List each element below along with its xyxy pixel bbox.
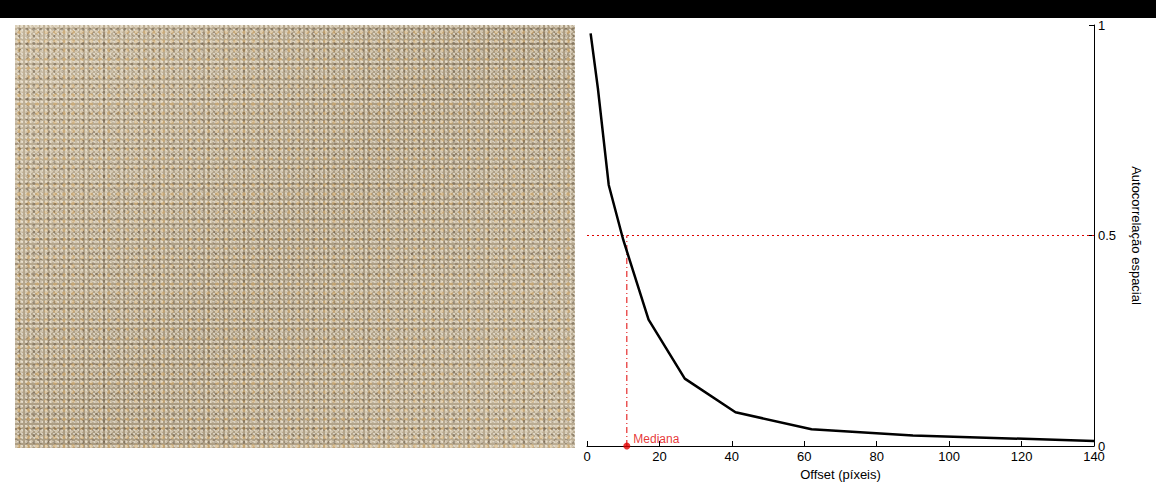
svg-text:100: 100 bbox=[938, 449, 960, 464]
svg-text:0.5: 0.5 bbox=[1098, 228, 1116, 243]
svg-text:120: 120 bbox=[1011, 449, 1033, 464]
svg-text:Mediana: Mediana bbox=[633, 432, 679, 446]
svg-text:20: 20 bbox=[652, 449, 666, 464]
svg-text:60: 60 bbox=[797, 449, 811, 464]
svg-text:0: 0 bbox=[1098, 438, 1106, 454]
svg-text:1: 1 bbox=[1098, 18, 1105, 33]
svg-text:Autocorrelação espacial: Autocorrelação espacial bbox=[1129, 166, 1144, 305]
svg-text:Offset (píxeis): Offset (píxeis) bbox=[800, 467, 881, 482]
svg-text:140: 140 bbox=[1083, 449, 1105, 464]
svg-text:40: 40 bbox=[725, 449, 739, 464]
svg-text:80: 80 bbox=[869, 449, 883, 464]
svg-text:0: 0 bbox=[583, 449, 590, 464]
